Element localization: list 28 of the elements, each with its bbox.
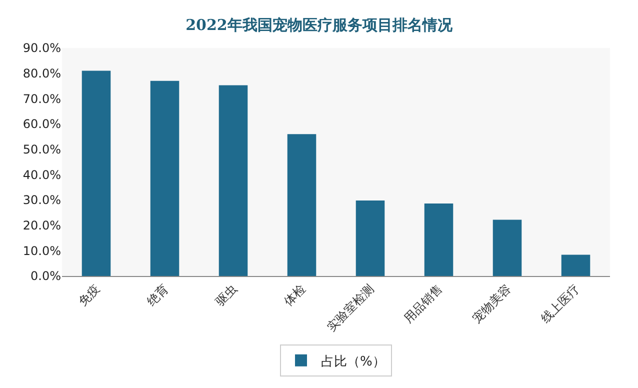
y-tick-label: 10.0% bbox=[22, 244, 61, 258]
y-tick-label: 80.0% bbox=[22, 66, 61, 81]
y-tick-label: 0.0% bbox=[30, 269, 61, 284]
x-tick-label: 线上医疗 bbox=[538, 282, 582, 326]
y-tick-label: 60.0% bbox=[22, 117, 61, 132]
x-tick-label: 绝育 bbox=[144, 282, 172, 309]
bar bbox=[424, 204, 454, 276]
x-tick-label: 用品销售 bbox=[401, 282, 446, 326]
bar bbox=[287, 134, 316, 276]
y-tick-label: 70.0% bbox=[22, 92, 61, 106]
y-tick-label: 90.0% bbox=[22, 41, 61, 56]
y-tick-label: 40.0% bbox=[22, 168, 61, 182]
x-tick-label: 实验室检测 bbox=[324, 282, 377, 334]
x-tick-label: 宠物美容 bbox=[470, 282, 514, 326]
y-tick-label: 20.0% bbox=[22, 218, 61, 233]
bar bbox=[82, 70, 111, 276]
bar bbox=[150, 80, 180, 276]
bar bbox=[356, 200, 385, 276]
chart-title: 2022年我国宠物医疗服务项目排名情况 bbox=[186, 16, 454, 34]
x-tick-label: 体检 bbox=[281, 282, 308, 309]
x-tick-label: 免疫 bbox=[76, 282, 103, 309]
y-tick-label: 30.0% bbox=[22, 193, 61, 208]
bar bbox=[492, 220, 522, 276]
bar bbox=[218, 85, 248, 276]
y-tick-label: 50.0% bbox=[22, 142, 61, 157]
x-tick-label: 驱虫 bbox=[212, 282, 240, 309]
bar bbox=[561, 254, 590, 276]
legend-label: 占比（%） bbox=[321, 354, 386, 370]
